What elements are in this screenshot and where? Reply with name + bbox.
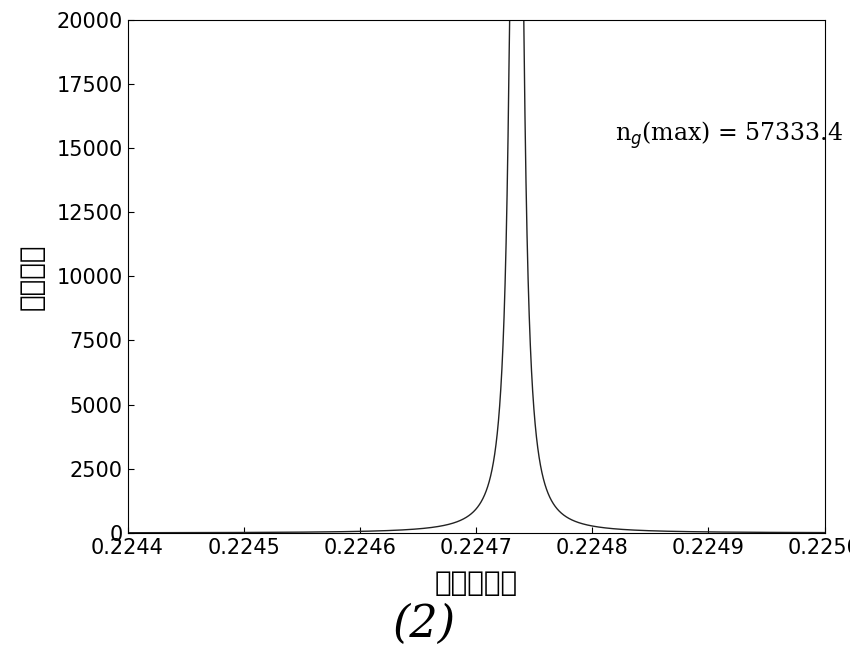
Text: (2): (2)	[394, 603, 456, 645]
X-axis label: 归一化频率: 归一化频率	[434, 569, 518, 597]
Y-axis label: 群折射率: 群折射率	[17, 243, 45, 309]
Text: n$_g$(max) = 57333.4: n$_g$(max) = 57333.4	[615, 119, 843, 151]
